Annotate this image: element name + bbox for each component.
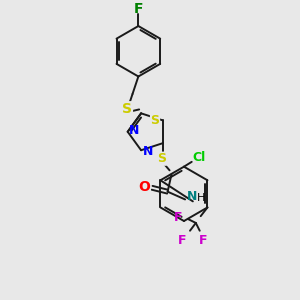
Text: F: F — [178, 234, 187, 247]
Text: F: F — [134, 2, 143, 16]
Text: F: F — [174, 211, 183, 224]
Text: N: N — [143, 145, 153, 158]
Text: S: S — [157, 152, 166, 165]
Text: F: F — [199, 234, 208, 247]
Text: N: N — [129, 124, 140, 137]
Text: N: N — [187, 190, 197, 203]
Text: H: H — [196, 194, 205, 203]
Text: S: S — [122, 103, 132, 116]
Text: S: S — [151, 114, 160, 127]
Text: Cl: Cl — [193, 152, 206, 164]
Text: O: O — [138, 180, 150, 194]
